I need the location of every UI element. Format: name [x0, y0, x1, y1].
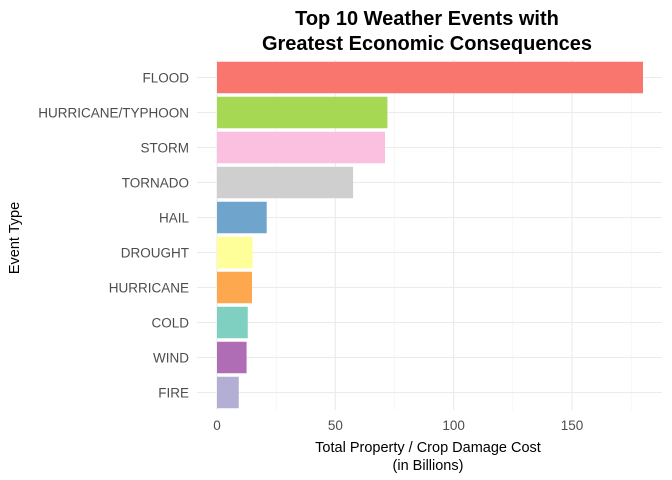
y-tick-label: HAIL: [159, 211, 190, 226]
x-axis-title-line-1: Total Property / Crop Damage Cost: [315, 440, 541, 456]
x-axis-title-line-2: (in Billions): [393, 458, 464, 474]
bar-cold: [217, 306, 248, 339]
bar-storm: [217, 131, 386, 164]
bar-flood: [217, 61, 643, 94]
y-tick-label: FLOOD: [142, 71, 189, 86]
x-axis-tick-labels: 0 50 100 150: [213, 418, 583, 433]
x-tick-label: 50: [328, 418, 343, 433]
x-tick-label: 0: [213, 418, 221, 433]
x-tick-label: 150: [561, 418, 584, 433]
y-axis-tick-labels: FLOOD HURRICANE/TYPHOON STORM TORNADO HAIL DR…: [38, 71, 189, 401]
y-tick-label: DROUGHT: [121, 246, 189, 261]
bar-hail: [217, 201, 267, 234]
y-tick-label: HURRICANE/TYPHOON: [38, 106, 189, 121]
chart-title-line-1: Top 10 Weather Events with: [295, 8, 559, 30]
y-tick-label: STORM: [140, 141, 189, 156]
bar-tornado: [217, 166, 354, 199]
y-tick-label: WIND: [153, 351, 189, 366]
bar-hurricane-typhoon: [217, 96, 388, 129]
y-axis-title: Event Type: [7, 202, 23, 274]
chart-title-line-2: Greatest Economic Consequences: [262, 33, 592, 55]
y-tick-label: FIRE: [158, 386, 189, 401]
bars: [217, 61, 643, 409]
bar-drought: [217, 236, 253, 269]
bar-wind: [217, 341, 247, 374]
y-tick-label: TORNADO: [122, 176, 189, 191]
bar-fire: [217, 376, 239, 409]
y-tick-label: HURRICANE: [109, 281, 189, 296]
x-tick-label: 100: [442, 418, 465, 433]
bar-hurricane: [217, 271, 253, 304]
y-tick-label: COLD: [151, 316, 189, 331]
